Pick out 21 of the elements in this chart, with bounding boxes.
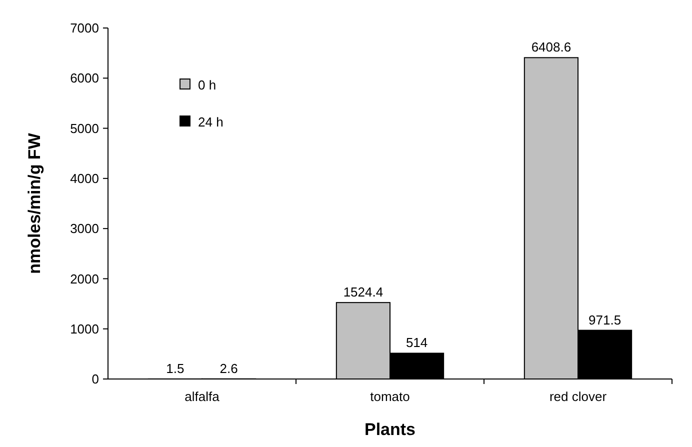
x-axis-title: Plants [364,420,416,439]
data-label: 6408.6 [531,40,572,55]
y-tick-label: 7000 [70,20,99,36]
data-label: 971.5 [588,312,622,328]
y-tick-label: 6000 [70,70,99,86]
x-tick-label: red clover [549,389,608,404]
data-label: 2.6 [220,360,238,376]
y-tick-label: 1000 [70,321,99,336]
y-tick-label: 3000 [70,221,99,236]
x-tick-label: tomato [370,389,410,404]
legend-label: 0 h [198,78,216,93]
x-tick-label: alfalfa [184,389,220,404]
data-label: 1524.4 [343,284,384,300]
y-tick-label: 4000 [70,170,99,186]
y-tick-label: 2000 [70,271,99,286]
y-tick-label: 5000 [70,120,99,136]
y-tick-label: 0 [92,372,99,387]
data-label: 514 [406,335,428,350]
legend-label: 24 h [198,114,224,130]
y-axis-title: nmoles/min/g FW [25,132,44,274]
data-label: 1.5 [166,360,184,376]
